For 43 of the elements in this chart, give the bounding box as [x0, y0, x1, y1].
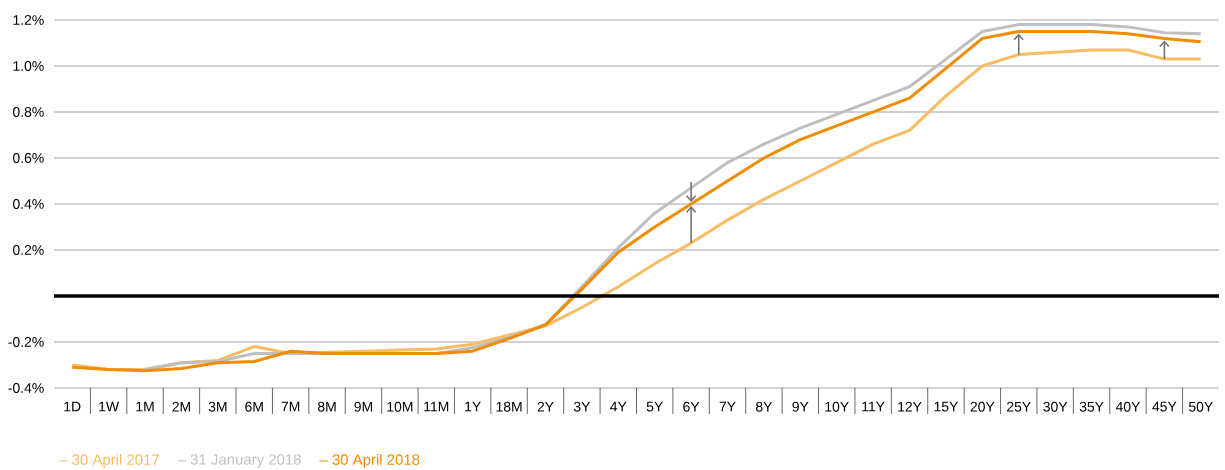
y-tick-label: 1.0% [13, 60, 44, 71]
x-tick-label: 10M [387, 401, 413, 412]
x-tick-label: 18M [496, 401, 522, 412]
x-tick-label: 12Y [898, 401, 922, 412]
x-tick-label: 9M [354, 401, 373, 412]
x-tick-label: 11M [424, 401, 449, 412]
y-tick-label: 0.6% [12, 152, 44, 163]
x-tick-label: 4Y [610, 401, 627, 412]
x-tick-label: 8M [317, 401, 336, 412]
x-tick-label: 40Y [1115, 401, 1141, 412]
x-tick-label: 50Y [1188, 401, 1213, 412]
x-tick-label: 5Y [646, 401, 663, 412]
x-tick-label: 6Y [683, 401, 700, 412]
x-tick-label: 30Y [1043, 401, 1068, 412]
text: – 30 April 2018 [319, 453, 420, 468]
text: – 30 April 2017 [59, 453, 159, 468]
x-tick-label: 2Y [537, 401, 554, 412]
x-tick-label: 3Y [573, 401, 591, 412]
x-tick-label: 15Y [934, 401, 959, 412]
y-tick-label: -0.4% [8, 382, 44, 393]
x-tick-label: 10Y [825, 401, 849, 412]
x-tick-label: 3M [208, 401, 227, 412]
y-tick-label: 0.4% [12, 198, 44, 209]
y-tick-label: 0.2% [12, 244, 44, 255]
x-tick-label: 25Y [1007, 401, 1031, 412]
x-tick-label: 20Y [970, 401, 995, 412]
x-tick-label: 6M [245, 401, 263, 412]
x-tick-label: 9Y [792, 401, 809, 412]
x-tick-label: 1Y [465, 401, 481, 412]
x-tick-label: 8Y [755, 401, 773, 412]
x-tick-label: 11Y [862, 401, 885, 412]
text: – 31 January 2018 [177, 454, 301, 468]
x-tick-label: 1D [64, 401, 81, 412]
x-tick-label: 2M [172, 401, 190, 412]
x-tick-label: 7Y [719, 401, 736, 412]
x-tick-label: 35Y [1079, 401, 1104, 412]
y-tick-label: 0.8% [12, 106, 44, 117]
x-tick-label: 1W [99, 401, 120, 412]
x-tick-label: 7M [281, 401, 300, 412]
y-tick-label: 1.2% [13, 14, 44, 25]
x-tick-label: 1M [136, 401, 154, 412]
x-tick-label: 45Y [1152, 401, 1177, 412]
y-tick-label: -0.2% [8, 336, 44, 347]
